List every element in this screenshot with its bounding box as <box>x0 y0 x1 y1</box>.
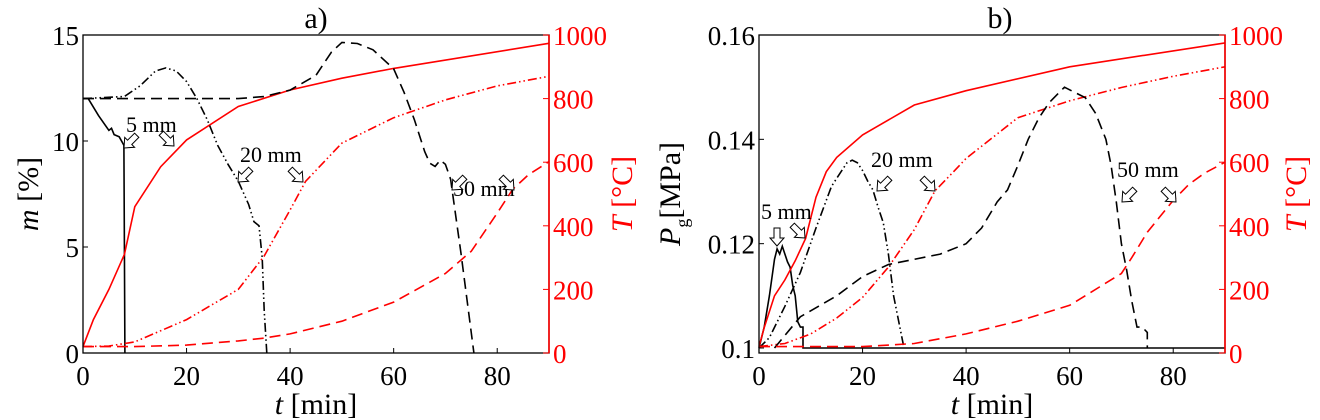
annotation-arrow-icon <box>919 175 936 192</box>
panel-b-pressure-temperature: b) 0 20 40 60 80 0.1 0.12 0.14 0.16 0 200 400 600 800… <box>654 2 1313 420</box>
annotation-arrow-icon <box>789 222 806 239</box>
annotation-arrow-icon <box>1160 186 1177 203</box>
panel-a-title: a) <box>304 2 327 35</box>
series-line-pg-20-mm <box>758 159 905 349</box>
x-tick-label: 0 <box>752 361 766 391</box>
x-tick-label: 60 <box>1056 361 1083 391</box>
y-tick-label: 0.1 <box>721 334 755 364</box>
series-line-t-20-mm <box>758 66 1226 348</box>
x-tick-label: 40 <box>953 361 980 391</box>
x-tick-label: 80 <box>1160 361 1187 391</box>
series-line-t-50-mm <box>83 160 550 348</box>
y-tick-label: 15 <box>52 21 79 51</box>
series-line-pg-5-mm <box>758 243 1225 349</box>
annotation-label: 20 mm <box>871 147 933 172</box>
y-tick-label: 0.16 <box>708 21 755 51</box>
annotation-arrow-icon <box>768 227 786 247</box>
series-line-m-5-mm <box>83 97 126 354</box>
x-tick-label: 20 <box>173 361 200 391</box>
y2-tick-label: 1000 <box>1229 21 1283 51</box>
y2-tick-label: 0 <box>1229 339 1243 369</box>
panel-b-title: b) <box>988 2 1013 35</box>
panel-b-x-label: t [min] <box>951 388 1034 420</box>
x-tick-label: 40 <box>277 361 304 391</box>
annotation-label: 20 mm <box>240 142 302 167</box>
series-line-t-50-mm <box>759 161 1226 348</box>
annotation-arrow-icon <box>1121 186 1138 203</box>
panel-a-y-label: m [%] <box>12 157 45 231</box>
series-line-t-5-mm <box>758 42 1226 347</box>
x-tick-label: 0 <box>76 361 90 391</box>
series-line-pg-50-mm <box>773 86 1149 349</box>
y2-tick-label: 800 <box>1229 85 1270 115</box>
annotation-arrow-icon <box>287 166 304 183</box>
annotation-arrow-icon <box>158 130 175 147</box>
series-line-t-5-mm <box>82 42 550 347</box>
x-tick-label: 60 <box>380 361 407 391</box>
panel-a-y2-label: T [°C] <box>606 156 639 232</box>
series-line-m-20-mm <box>82 67 268 354</box>
annotation-label: 5 mm <box>126 112 177 137</box>
annotation-arrow-icon <box>237 166 254 183</box>
annotation-label: 50 mm <box>1117 157 1179 182</box>
annotation-label: 5 mm <box>761 199 812 224</box>
x-tick-label: 80 <box>484 361 511 391</box>
y2-tick-label: 200 <box>553 275 594 305</box>
annotation-arrow-icon <box>876 175 893 192</box>
y2-tick-label: 800 <box>553 85 594 115</box>
annotation-arrow-icon <box>123 132 140 149</box>
y2-tick-label: 200 <box>1229 275 1270 305</box>
y-tick-label: 10 <box>52 127 79 157</box>
panel-b-y-label: Pg[MPa] <box>654 142 692 247</box>
y-tick-label: 0 <box>66 339 80 369</box>
y-tick-label: 5 <box>66 233 80 263</box>
y2-tick-label: 0 <box>553 339 567 369</box>
annotation-arrow-icon <box>498 174 515 191</box>
y2-tick-label: 400 <box>553 212 594 242</box>
y2-tick-label: 600 <box>553 148 594 178</box>
panel-b-y2-label: T [°C] <box>1280 156 1313 232</box>
annotation-arrow-icon <box>451 174 468 191</box>
y2-tick-label: 1000 <box>553 21 607 51</box>
y-tick-label: 0.12 <box>708 230 755 260</box>
y-tick-label: 0.14 <box>708 125 756 155</box>
y2-tick-label: 400 <box>1229 212 1270 242</box>
y2-tick-label: 600 <box>1229 148 1270 178</box>
x-tick-label: 20 <box>849 361 876 391</box>
series-line-m-50-mm <box>83 41 475 354</box>
panel-a-x-label: t [min] <box>275 388 358 420</box>
